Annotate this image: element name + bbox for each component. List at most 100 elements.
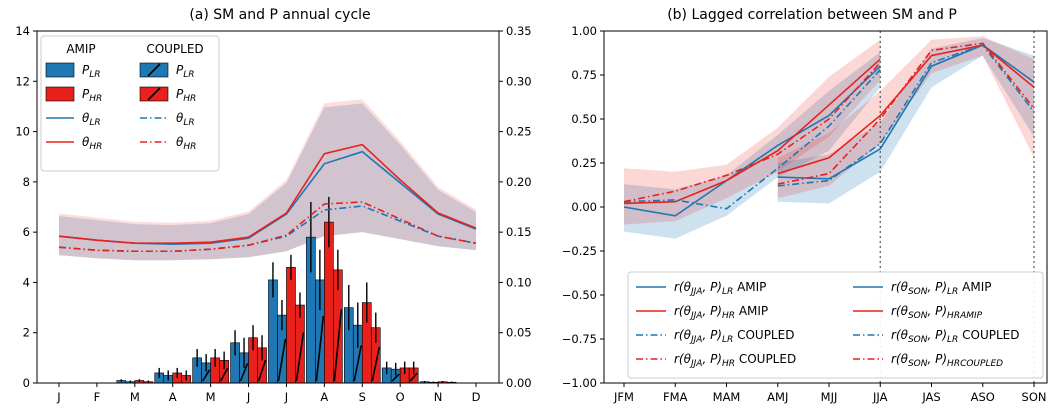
panel-b-y-ticks: −1.00 −0.75 −0.50 −0.25 0.00 0.25 0.50 0.75 1.00 [562,24,604,390]
legend-label: PHR [176,87,196,104]
bar-hatch [277,338,287,382]
x-tick-label: N [434,390,443,404]
bar-hatch [391,373,400,382]
theta-lines [58,143,477,253]
panel-a-frame [36,30,500,384]
band-son-lr [777,38,1034,204]
y-tick-label: 0.25 [571,156,597,170]
y2-tick-label: 0.15 [506,225,532,239]
bar-hatch [219,367,229,382]
y-tick-label: 0.75 [571,68,597,82]
x-tick-label: O [396,390,405,404]
y2-tick-label: 0.10 [506,275,532,289]
y-tick-label: −0.25 [562,244,597,258]
season-markers [879,31,1035,383]
bar-hatch [333,309,343,382]
y2-tick-label: 0.25 [506,125,532,139]
y2-tick-label: 0.20 [506,175,532,189]
legend-swatch-bar [45,62,75,78]
legend-swatch-bar [45,86,75,102]
correlation-bands [624,36,1034,239]
x-tick-label: JJA [872,390,888,404]
x-tick-label: S [359,390,366,404]
y-tick-label: −1.00 [562,376,597,390]
legend-label: PLR [82,63,101,80]
x-tick-label: J [56,390,60,404]
x-tick-label: M [206,390,216,404]
legend-label: PHR [82,87,102,104]
y-tick-label: 6 [23,225,30,239]
line-son-coupled-hr [777,42,1035,185]
x-tick-label: AMJ [767,390,788,404]
band-jja-lr [624,52,881,239]
x-tick-label: JFM [613,390,634,404]
x-tick-label: A [320,390,328,404]
bar-hatch [239,363,249,382]
line-jja-amip-hr [623,58,881,205]
line-jja-coupled-hr [623,62,881,203]
y-tick-label: 4 [23,275,30,289]
legend-swatch-hatch [147,87,161,101]
legend-group-title: AMIP [66,42,95,56]
y-tick-label: 8 [23,175,30,189]
x-tick-label: SON [1022,390,1047,404]
panel-b-legend: r(θJJA, P)LR AMIP r(θJJA, P)HR AMIP r(θJJA… [627,271,1044,379]
legend-swatch-hatch [147,63,161,77]
panel-a-title: (a) SM and P annual cycle [189,7,370,23]
bar-hatch [295,332,305,382]
line-jja-coupled-lr [623,69,881,210]
legend-label: PLR [176,63,195,80]
panel-a-annual-cycle: (a) SM and P annual cycle J F M A M J J A S O N D 0… [15,7,531,404]
legend-label: r(θJJA, P)HR AMIP [674,304,768,321]
x-tick-label: J [246,390,250,404]
correlation-lines [623,42,1035,217]
x-tick-label: D [472,390,481,404]
legend-label: r(θSON, P)HRAMIP [891,304,983,321]
y2-tick-label: 0.00 [506,376,532,390]
y-tick-label: 10 [15,125,30,139]
x-tick-label: MAM [713,390,741,404]
theta-band-lr [59,103,476,261]
legend-label: θLR [82,111,101,128]
legend-label: r(θJJA, P)LR AMIP [674,280,766,297]
legend-label: θLR [176,111,195,128]
legend-box [40,35,220,172]
legend-group-title: COUPLED [146,42,203,56]
legend-label: r(θJJA, P)LR COUPLED [674,328,794,345]
band-jja-hr [624,39,881,225]
theta-band-hr [59,99,476,261]
bar-hatch [409,372,418,382]
y-tick-label: 0.00 [571,200,597,214]
bar-amip-hr [286,267,296,384]
theta-line-amip-hr [58,143,477,245]
bar-hatch [257,359,267,382]
y2-tick-label: 0.30 [506,74,532,88]
band-son-hr [777,36,1034,199]
bar-hatch [371,346,381,382]
y2-tick-label: 0.05 [506,326,532,340]
legend-label: r(θSON, P)HRCOUPLED [891,352,1003,369]
theta-bands [59,99,476,261]
panel-b-title: (b) Lagged correlation between SM and P [667,7,957,23]
panel-b-lagged-correlation: (b) Lagged correlation between SM and P … [562,7,1048,404]
legend-box [627,271,1044,379]
y-tick-label: 2 [23,326,30,340]
bar-hatch [353,345,363,382]
y-tick-label: −0.50 [562,288,597,302]
x-tick-label: FMA [663,390,688,404]
x-tick-label: JAS [921,390,940,404]
legend-label: r(θSON, P)LR COUPLED [891,328,1020,345]
panel-b-x-ticks: JFM FMA MAM AMJ MJJ JJA JAS ASO SON [613,383,1046,404]
y-tick-label: 0.50 [571,112,597,126]
legend-label: r(θJJA, P)HR COUPLED [674,352,796,369]
panel-a-legend: AMIP COUPLED PLR PHR θLR θHR PLR PHR θLR θHR [40,35,220,172]
line-son-coupled-lr [777,44,1035,187]
line-jja-amip-lr [623,65,881,217]
panel-a-y-ticks: 0 2 4 6 8 10 12 14 [15,24,37,390]
precip-bars [116,196,457,384]
legend-label: θHR [176,135,196,152]
bar-hatch [201,369,211,382]
legend-label: r(θSON, P)LR AMIP [891,280,991,297]
y-tick-label: 1.00 [571,24,597,38]
